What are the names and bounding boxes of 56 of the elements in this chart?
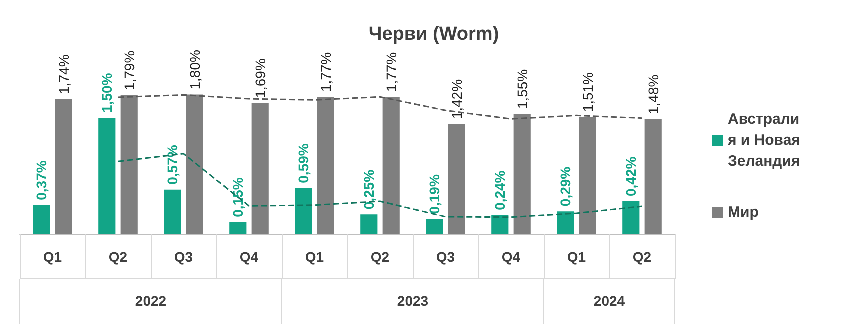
x-tick-label: Q3 <box>436 249 456 265</box>
data-label: 0,59% <box>296 143 312 184</box>
data-label: 0,19% <box>426 174 443 214</box>
x-tick-label: Q1 <box>43 249 62 265</box>
data-label: 1,55% <box>514 69 530 110</box>
data-label: 1,80% <box>186 50 203 90</box>
bar <box>644 120 662 234</box>
x-tick-label: Q2 <box>632 249 652 265</box>
x-tick-label: Q4 <box>240 249 259 265</box>
bar <box>382 97 400 234</box>
bar <box>448 124 466 234</box>
bar <box>98 118 116 234</box>
data-label: 0,15% <box>230 177 246 218</box>
text: 2023 <box>397 293 429 309</box>
bar <box>252 103 269 234</box>
x-tick-label: Q2 <box>370 249 390 265</box>
data-label: 1,51% <box>580 72 596 112</box>
data-label: 1,50% <box>99 72 116 113</box>
legend-label: Австралия и Новая Зеландия <box>728 111 805 170</box>
data-label: 1,79% <box>121 50 138 91</box>
data-label: 1,42% <box>448 79 465 120</box>
text: 2024 <box>594 293 626 309</box>
bar <box>426 219 444 234</box>
bar <box>295 188 312 234</box>
bar <box>55 99 72 234</box>
x-tick-label: Q3 <box>174 249 194 265</box>
chart-title: Черви (Worm) <box>368 24 500 45</box>
bar <box>317 97 334 234</box>
bar <box>186 94 204 234</box>
data-label: 1,69% <box>252 58 268 98</box>
data-label: 0,24% <box>492 170 508 210</box>
data-label: 1,77% <box>383 52 400 92</box>
data-label: 0,42% <box>623 156 640 197</box>
text: 2022 <box>135 293 167 309</box>
bar <box>120 96 138 234</box>
x-tick-label: Q1 <box>567 249 586 265</box>
bar <box>557 212 574 234</box>
bar <box>622 202 640 234</box>
bar <box>33 205 50 234</box>
legend-label: Мир <box>728 204 759 221</box>
x-tick-label: Q2 <box>108 249 128 265</box>
data-label: 1,48% <box>645 74 662 115</box>
bar <box>579 117 596 234</box>
data-label: 0,29% <box>558 166 574 207</box>
x-tick-label: Q1 <box>305 249 324 265</box>
data-label: 1,74% <box>56 54 72 94</box>
data-label: 0,37% <box>34 160 50 200</box>
data-label: 0,25% <box>361 169 378 210</box>
bar <box>360 214 378 234</box>
bar <box>164 190 182 234</box>
bar <box>492 215 509 234</box>
bar <box>230 222 247 234</box>
x-tick-label: Q4 <box>502 249 521 265</box>
bar <box>514 114 531 234</box>
data-label: 0,57% <box>164 144 181 185</box>
data-label: 1,77% <box>318 52 334 92</box>
